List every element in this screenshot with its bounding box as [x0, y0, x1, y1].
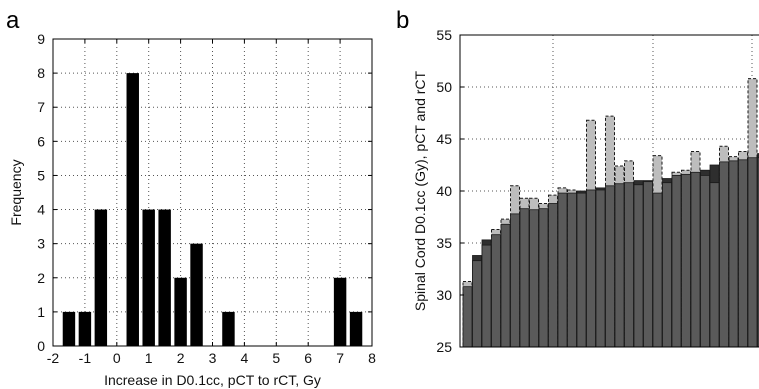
y-tick-label: 7: [37, 99, 45, 115]
histogram-bar: [62, 311, 76, 346]
pct-bar: [747, 157, 758, 348]
pct-bar: [738, 159, 748, 348]
rct-bar: [662, 182, 672, 348]
x-tick-label: 0: [113, 350, 121, 366]
y-tick-label: 3: [37, 236, 45, 252]
pct-bar: [491, 234, 501, 348]
y-tick-label: 8: [37, 65, 45, 81]
pct-bar: [529, 209, 539, 348]
x-tick-label: -2: [47, 350, 60, 366]
pct-bar: [624, 182, 634, 348]
pct-bar: [548, 203, 558, 348]
x-tick-label: -1: [79, 350, 92, 366]
x-tick-label: 1: [145, 350, 153, 366]
rct-bar: [643, 181, 653, 348]
pct-bar: [586, 189, 596, 348]
pct-bar: [510, 213, 520, 348]
pct-bar: [652, 192, 663, 348]
y-tick-label: 45: [436, 131, 452, 147]
panel-b-label: b: [396, 7, 409, 34]
y-tick-label: 5: [37, 167, 45, 183]
x-tick-label: 2: [177, 350, 185, 366]
pct-bar: [690, 171, 701, 348]
histogram-bar: [126, 73, 139, 346]
y-tick-label: 0: [37, 338, 45, 354]
pct-bar: [538, 208, 549, 348]
y-tick-label: 1: [37, 304, 45, 320]
panel-a-x-ticks: -2 -1 0 1 2 3 4 5 6 7 8: [47, 39, 376, 366]
histogram-bar: [78, 311, 92, 346]
rct-bar: [481, 244, 492, 348]
pct-bar: [614, 183, 625, 348]
x-tick-label: 3: [209, 350, 217, 366]
panel-a-y-axis-label: Frequency: [8, 159, 24, 225]
x-tick-label: 6: [304, 350, 312, 366]
panel-a-label: a: [6, 7, 20, 34]
pct-bar: [567, 192, 577, 348]
rct-bar: [709, 182, 720, 348]
y-tick-label: 9: [37, 31, 45, 47]
pct-bar: [671, 174, 682, 348]
pct-bar: [557, 192, 568, 348]
panel-a-histogram: a -2 -1 0 1 2 3 4 5 6 7 8 0 1 2 3 4 5 6 7 8 9 Increase in D…: [6, 7, 376, 388]
x-tick-label: 8: [368, 350, 376, 366]
panel-a-bars: [62, 73, 363, 346]
y-tick-label: 35: [436, 235, 452, 251]
pct-bar: [500, 223, 511, 348]
panel-a-y-ticks: 0 1 2 3 4 5 6 7 8 9: [37, 31, 372, 354]
x-tick-label: 7: [336, 350, 344, 366]
pct-bar: [462, 286, 473, 348]
y-tick-label: 2: [37, 270, 45, 286]
histogram-bar: [349, 311, 363, 346]
histogram-bar: [94, 209, 108, 346]
histogram-bar: [222, 311, 235, 346]
pct-bar: [605, 185, 615, 348]
y-tick-label: 6: [37, 133, 45, 149]
y-tick-label: 40: [436, 183, 452, 199]
histogram-bar: [158, 209, 171, 346]
rct-bar: [633, 184, 644, 348]
panel-b-y-ticks: 25 30 35 40 45 50 55: [436, 27, 464, 355]
pct-bar: [728, 160, 739, 348]
y-tick-label: 55: [436, 27, 452, 43]
panel-a-x-axis-label: Increase in D0.1cc, pCT to rCT, Gy: [104, 372, 321, 388]
pct-bar: [519, 208, 530, 348]
rct-bar: [576, 192, 587, 348]
histogram-bar: [174, 277, 187, 346]
histogram-bar: [333, 277, 347, 346]
panel-b-y-axis-label: Spinal Cord D0.1cc (Gy), pCT and rCT: [412, 70, 428, 311]
panel-b-bars: [462, 78, 759, 348]
pct-bar: [681, 173, 691, 348]
y-tick-label: 25: [436, 339, 452, 355]
rct-bar: [595, 189, 606, 348]
panel-b-bar-chart: b 25 30 35 40 45 50 55 Spinal Cord D0.1cc (Gy)…: [396, 7, 759, 355]
histogram-bar: [190, 243, 203, 346]
rct-bar: [472, 260, 482, 348]
x-tick-label: 5: [272, 350, 280, 366]
histogram-bar: [142, 209, 155, 346]
y-tick-label: 30: [436, 287, 452, 303]
x-tick-label: 4: [241, 350, 249, 366]
rct-bar: [700, 174, 710, 348]
y-tick-label: 4: [37, 202, 45, 218]
pct-bar: [719, 161, 729, 348]
y-tick-label: 50: [436, 79, 452, 95]
